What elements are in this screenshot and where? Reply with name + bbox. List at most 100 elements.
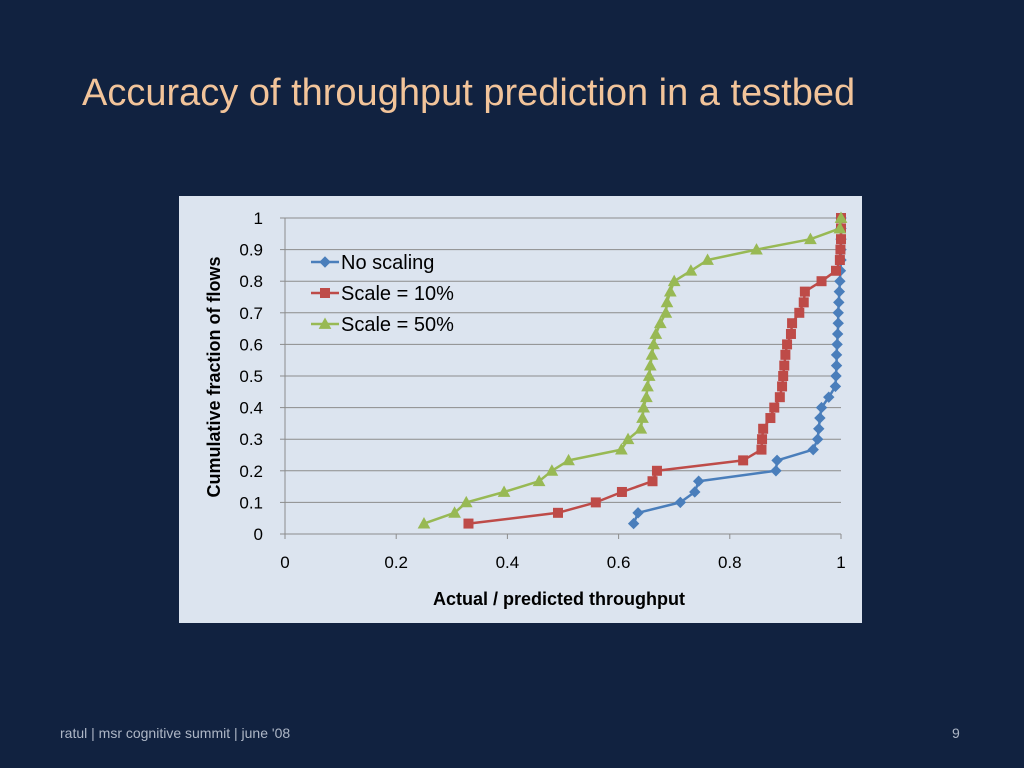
data-point (590, 497, 601, 508)
data-point (701, 253, 714, 265)
data-point (815, 401, 828, 414)
data-point (829, 380, 842, 393)
data-point (417, 517, 431, 529)
data-point (738, 455, 749, 466)
legend-marker (318, 317, 332, 329)
chart-area: 0 0.1 0.2 0.3 0.4 0.5 0.6 0.7 0.8 0.9 1 0 0.2 0.4 0.6 0… (179, 196, 862, 623)
y-tick-label: 0.3 (239, 430, 263, 449)
data-point (778, 371, 789, 381)
y-tick-label: 0 (254, 525, 263, 544)
data-point (663, 285, 677, 297)
data-point (562, 453, 575, 466)
data-point (771, 454, 783, 467)
footer-text: ratul | msr cognitive summit | june '08 (60, 725, 291, 741)
data-point (750, 243, 763, 255)
data-point (497, 485, 511, 497)
y-tick-label: 0.6 (239, 335, 263, 354)
data-point (830, 359, 843, 372)
y-tick-label: 0.7 (239, 304, 263, 323)
y-tick-label: 0.4 (239, 399, 263, 418)
data-point (642, 369, 656, 381)
series-line (632, 218, 843, 525)
y-tick-label: 0.2 (239, 462, 263, 481)
x-tick-label: 1 (836, 553, 845, 572)
legend-label: Scale = 50% (341, 314, 454, 336)
data-point (779, 360, 790, 371)
data-point (689, 486, 701, 498)
data-point (684, 264, 698, 276)
data-point (615, 443, 628, 455)
data-point (799, 286, 810, 297)
page-number: 9 (952, 725, 960, 741)
data-point (660, 295, 674, 308)
data-point (552, 507, 563, 518)
data-point (785, 328, 796, 339)
data-point (463, 518, 474, 529)
legend-entry: Scale = 10% (311, 283, 454, 305)
data-point (816, 276, 827, 287)
x-axis-title: Actual / predicted throughput (433, 589, 685, 609)
data-point (830, 265, 841, 276)
data-point (836, 234, 846, 245)
data-point (831, 338, 843, 351)
y-tick-label: 0.1 (239, 493, 263, 512)
data-point (765, 413, 776, 424)
data-point (637, 401, 650, 413)
x-tick-label: 0.6 (607, 553, 631, 572)
series-2 (463, 213, 846, 529)
data-point (823, 391, 835, 403)
axes: 0 0.1 0.2 0.3 0.4 0.5 0.6 0.7 0.8 0.9 1 0 0.2 0.4 0.6 0… (239, 209, 845, 572)
data-point (798, 297, 809, 308)
y-tick-label: 0.9 (239, 241, 263, 260)
y-tick-label: 0.5 (239, 367, 263, 386)
legend-marker (320, 288, 330, 298)
cdf-line-chart: 0 0.1 0.2 0.3 0.4 0.5 0.6 0.7 0.8 0.9 1 0 0.2 0.4 0.6 0… (204, 209, 848, 609)
data-point (647, 476, 658, 487)
x-tick-label: 0.4 (496, 553, 520, 572)
data-point (545, 464, 559, 476)
data-point (651, 465, 662, 476)
legend: No scaling Scale = 10% Scale = 50% (311, 252, 454, 336)
data-point (640, 390, 653, 403)
data-point (632, 507, 644, 519)
data-point (830, 349, 843, 361)
data-point (832, 307, 844, 319)
data-point (674, 496, 687, 509)
data-point (756, 444, 767, 455)
data-point (645, 348, 659, 360)
data-point (757, 434, 768, 445)
data-point (659, 306, 673, 318)
data-point (649, 327, 663, 339)
data-point (641, 379, 654, 392)
data-point (833, 285, 846, 298)
x-tick-label: 0 (280, 553, 289, 572)
data-point (621, 432, 635, 445)
slide-title: Accuracy of throughput prediction in a t… (82, 72, 856, 114)
data-point (770, 465, 782, 477)
data-point (667, 274, 681, 287)
data-point (782, 339, 793, 350)
data-point (834, 255, 845, 266)
data-point (532, 474, 546, 487)
data-point (794, 307, 805, 318)
series-1 (627, 212, 847, 530)
legend-entry: No scaling (311, 252, 434, 274)
data-point (636, 411, 649, 423)
data-point (814, 412, 826, 424)
series-line (423, 217, 843, 525)
legend-label: Scale = 10% (341, 283, 454, 305)
y-tick-label: 0.8 (239, 272, 263, 291)
data-point (616, 486, 627, 497)
data-point (780, 349, 791, 360)
y-tick-label: 1 (254, 209, 263, 228)
y-axis-title: Cumulative fraction of flows (204, 256, 224, 497)
data-point (813, 423, 825, 435)
data-point (831, 328, 844, 340)
data-point (834, 211, 848, 223)
gridlines (285, 217, 841, 503)
data-point (769, 402, 780, 413)
data-point (692, 475, 705, 487)
data-point (643, 359, 657, 371)
data-point (804, 232, 817, 245)
data-point (777, 381, 788, 392)
